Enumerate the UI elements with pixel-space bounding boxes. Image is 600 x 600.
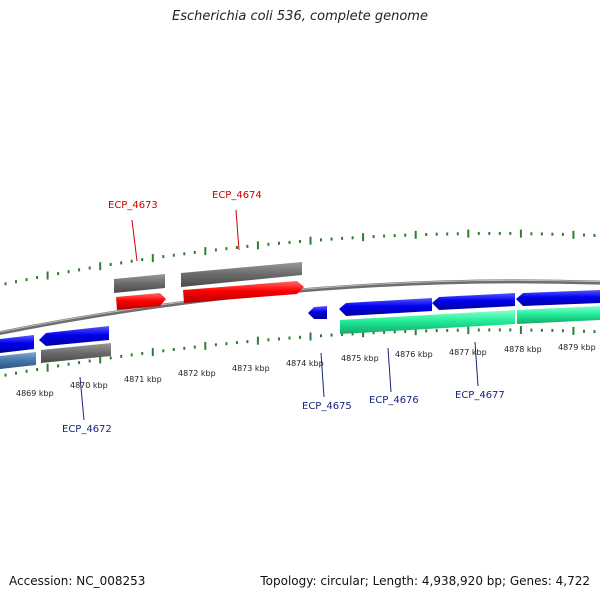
gene-bar-ecp4674[interactable] [181, 262, 302, 287]
outer-tick-ring [4, 229, 596, 286]
cds-arrow-ecp4673[interactable] [116, 293, 166, 310]
kbp-label: 4870 kbp [70, 381, 108, 390]
kbp-label: 4874 kbp [286, 359, 324, 368]
kbp-label: 4876 kbp [395, 350, 433, 359]
kbp-label: 4877 kbp [449, 348, 487, 357]
rna-feature-2[interactable] [517, 306, 600, 324]
gene-label-ecp4674: ECP_4674 [212, 190, 262, 201]
cds-arrow-ecp4674[interactable] [183, 281, 304, 303]
cds-arrow-left-edge[interactable] [0, 335, 34, 353]
kbp-label: 4873 kbp [232, 364, 270, 373]
gene-callouts [79, 209, 479, 421]
kbp-label: 4878 kbp [504, 345, 542, 354]
kbp-labels: 4869 kbp 4870 kbp 4871 kbp 4872 kbp 4873… [16, 343, 596, 398]
gene-label-ecp4672: ECP_4672 [62, 424, 112, 435]
map-title: Escherichia coli 536, complete genome [172, 9, 428, 24]
gene-bar-ecp4672[interactable] [41, 343, 111, 363]
gene-label-ecp4675: ECP_4675 [302, 401, 352, 412]
cds-arrow-ecp4672[interactable] [39, 326, 109, 346]
kbp-label: 4871 kbp [124, 375, 162, 384]
genome-info-label: Topology: circular; Length: 4,938,920 bp… [260, 574, 590, 588]
cds-arrow-right-edge[interactable] [516, 290, 600, 306]
cds-arrow-ecp4677[interactable] [432, 293, 515, 310]
gene-label-ecp4677: ECP_4677 [455, 390, 505, 401]
gene-label-ecp4676: ECP_4676 [369, 395, 419, 406]
gene-label-ecp4673: ECP_4673 [108, 200, 158, 211]
feature-steel-left[interactable] [0, 352, 36, 369]
accession-label: Accession: NC_008253 [9, 574, 146, 588]
kbp-label: 4872 kbp [178, 369, 216, 378]
kbp-label: 4875 kbp [341, 354, 379, 363]
kbp-label: 4879 kbp [558, 343, 596, 352]
kbp-label: 4869 kbp [16, 389, 54, 398]
cds-arrow-ecp4675[interactable] [308, 306, 327, 319]
gene-bar-ecp4673[interactable] [114, 274, 165, 293]
rna-feature-1[interactable] [340, 310, 515, 334]
cds-arrow-ecp4676[interactable] [339, 298, 432, 316]
